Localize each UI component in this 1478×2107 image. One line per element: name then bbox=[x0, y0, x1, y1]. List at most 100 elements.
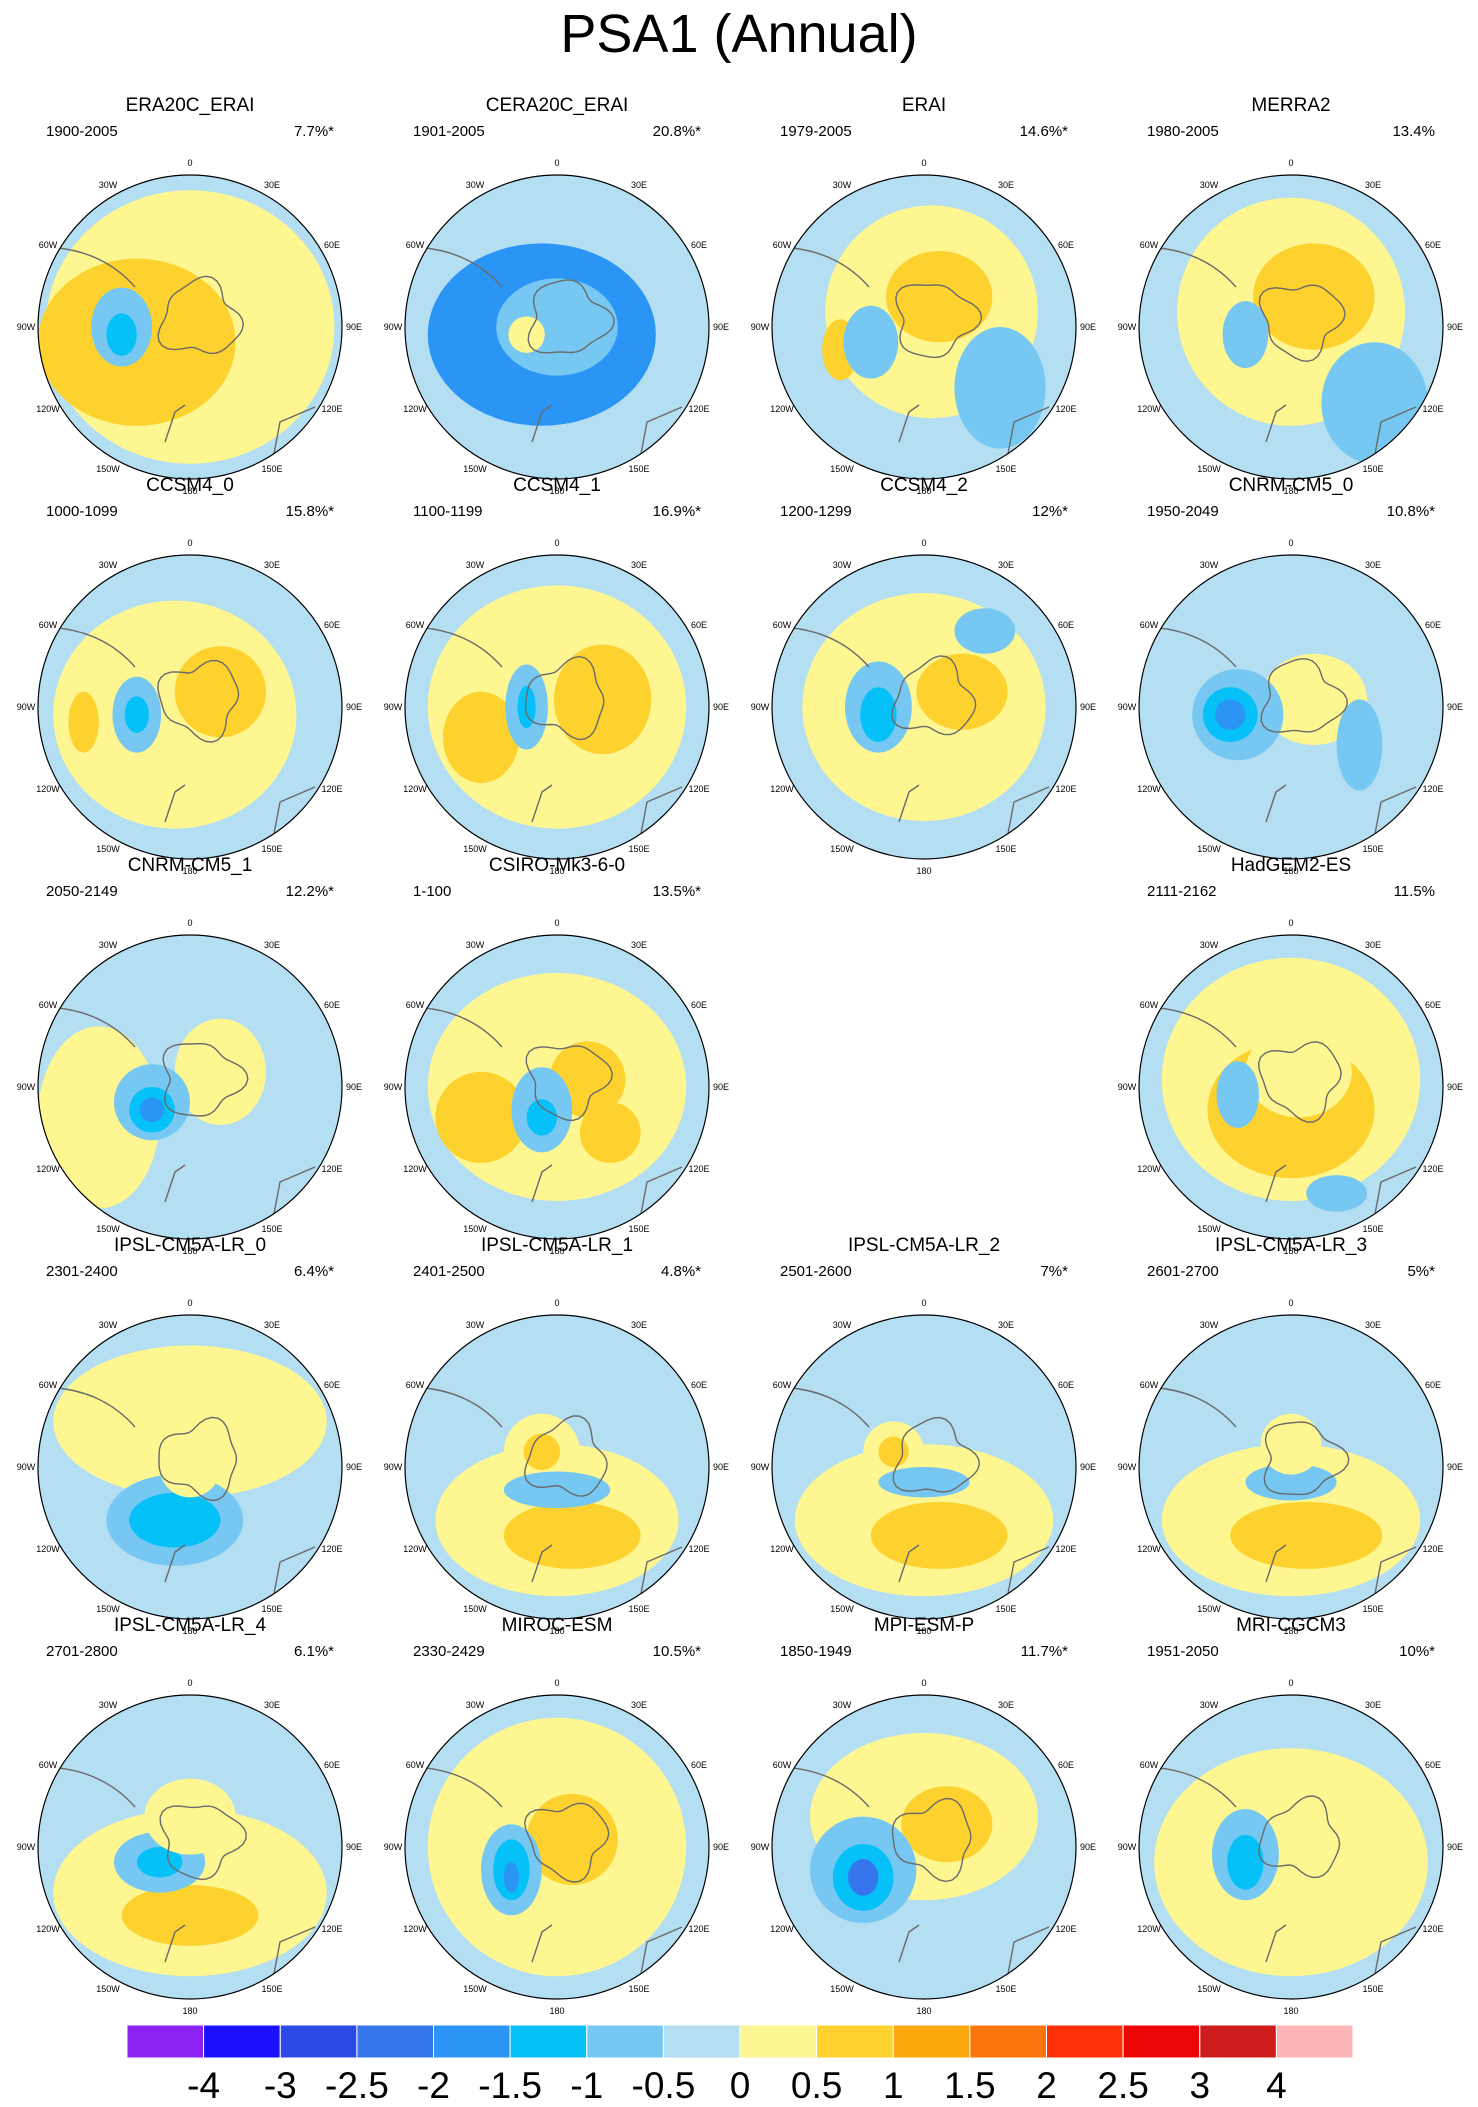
longitude-label: 180 bbox=[182, 1626, 197, 1636]
anomaly-contour bbox=[1260, 1413, 1322, 1475]
longitude-label: 120E bbox=[688, 404, 709, 414]
map-border bbox=[771, 554, 1077, 860]
longitude-label: 90E bbox=[346, 322, 362, 332]
longitude-label: 60W bbox=[773, 620, 792, 630]
longitude-label: 180 bbox=[1283, 486, 1298, 496]
longitude-label: 0 bbox=[554, 538, 559, 548]
longitude-label: 60W bbox=[1140, 620, 1159, 630]
map-border bbox=[771, 1314, 1077, 1620]
longitude-label: 150E bbox=[628, 1984, 649, 1994]
longitude-label: 90E bbox=[1080, 1842, 1096, 1852]
map-panel: CNRM-CM5_1 2050-2149 12.2%* 0 30E 60E 90E 120E 1… bbox=[17, 855, 362, 1256]
longitude-label: 0 bbox=[187, 918, 192, 928]
longitude-label: 60W bbox=[773, 1380, 792, 1390]
longitude-label: 150W bbox=[96, 844, 120, 854]
map-border bbox=[37, 1314, 343, 1620]
colorbar-swatch bbox=[509, 2024, 588, 2059]
longitude-label: 150W bbox=[1197, 844, 1221, 854]
longitude-label: 150E bbox=[995, 844, 1016, 854]
panel-title: HadGEM2-ES bbox=[1230, 855, 1352, 876]
longitude-label: 30W bbox=[1200, 560, 1219, 570]
longitude-label: 30W bbox=[466, 1700, 485, 1710]
map-border bbox=[37, 174, 343, 480]
panel-title: CCSM4_0 bbox=[146, 475, 234, 496]
coastline bbox=[1265, 1544, 1287, 1583]
longitude-label: 30E bbox=[998, 180, 1014, 190]
longitude-label: 0 bbox=[187, 538, 192, 548]
longitude-label: 60E bbox=[691, 1760, 707, 1770]
longitude-label: 60E bbox=[1058, 620, 1074, 630]
coastline bbox=[531, 404, 553, 443]
coastline bbox=[164, 1544, 186, 1583]
longitude-label: 0 bbox=[187, 1678, 192, 1688]
longitude-label: 90W bbox=[1118, 1462, 1137, 1472]
polar-map: 0 30E 60E 90E 120E 150E 180 150W 120W 90W 60W 30W bbox=[1118, 538, 1463, 876]
longitude-label: 150W bbox=[96, 1604, 120, 1614]
longitude-label: 90E bbox=[1447, 1842, 1463, 1852]
longitude-label: 60W bbox=[1140, 1760, 1159, 1770]
longitude-label: 60W bbox=[773, 240, 792, 250]
longitude-label: 120E bbox=[321, 1544, 342, 1554]
longitude-label: 120E bbox=[321, 784, 342, 794]
colorbar-swatch bbox=[816, 2024, 894, 2059]
longitude-label: 60W bbox=[39, 1760, 58, 1770]
longitude-label: 90E bbox=[1447, 1462, 1463, 1472]
polar-map: 0 30E 60E 90E 120E 150E 180 150W 120W 90W 60W 30W bbox=[17, 1298, 362, 1636]
colorbar-swatch bbox=[1275, 2024, 1354, 2059]
longitude-label: 30E bbox=[264, 940, 280, 950]
longitude-label: 30W bbox=[99, 180, 118, 190]
longitude-label: 0 bbox=[1288, 158, 1293, 168]
colorbar-label: -2 bbox=[417, 2065, 450, 2106]
colorbar-label: -3 bbox=[264, 2065, 297, 2106]
map-panel: MIROC-ESM 2330-2429 10.5%* 0 30E 60E 90E 120E 15… bbox=[384, 1615, 729, 2016]
longitude-label: 0 bbox=[187, 158, 192, 168]
longitude-label: 60W bbox=[406, 1000, 425, 1010]
longitude-label: 180 bbox=[549, 1246, 564, 1256]
polar-map: 0 30E 60E 90E 120E 150E 180 150W 120W 90W 60W 30W bbox=[384, 538, 729, 876]
longitude-label: 0 bbox=[554, 1298, 559, 1308]
panel-variance-percent: 12%* bbox=[1032, 503, 1068, 520]
longitude-label: 120E bbox=[1055, 404, 1076, 414]
colorbar-label: -4 bbox=[187, 2065, 220, 2106]
longitude-label: 180 bbox=[916, 866, 931, 876]
panel-variance-percent: 6.1%* bbox=[293, 1643, 334, 1660]
map-panel: CCSM4_2 1200-1299 12%* 0 30E 60E 90E 120E 150E 18… bbox=[751, 475, 1096, 876]
longitude-label: 120W bbox=[36, 784, 60, 794]
longitude-label: 60E bbox=[1425, 1000, 1441, 1010]
coastline bbox=[895, 284, 983, 359]
longitude-label: 150E bbox=[1362, 1224, 1383, 1234]
map-border bbox=[1138, 554, 1444, 860]
longitude-label: 60E bbox=[324, 1380, 340, 1390]
longitude-label: 180 bbox=[182, 1246, 197, 1256]
polar-map: 0 30E 60E 90E 120E 150E 180 150W 120W 90W 60W 30W bbox=[17, 158, 362, 496]
coastline bbox=[524, 655, 605, 741]
panel-title: MIROC-ESM bbox=[501, 1615, 613, 1636]
map-panel: CERA20C_ERAI 1901-2005 20.8%* 0 30E 60E 90E 120… bbox=[384, 95, 729, 496]
longitude-label: 30E bbox=[631, 1700, 647, 1710]
page-title: PSA1 (Annual) bbox=[560, 4, 918, 64]
anomaly-contour bbox=[1321, 342, 1428, 464]
longitude-label: 60E bbox=[691, 1380, 707, 1390]
map-border bbox=[1138, 1314, 1444, 1620]
anomaly-contour bbox=[526, 1099, 557, 1136]
longitude-label: 0 bbox=[554, 918, 559, 928]
anomaly-contour bbox=[159, 1436, 221, 1498]
longitude-label: 120E bbox=[688, 784, 709, 794]
longitude-label: 30W bbox=[833, 180, 852, 190]
longitude-label: 30E bbox=[998, 560, 1014, 570]
longitude-label: 120E bbox=[1422, 1924, 1443, 1934]
longitude-label: 150W bbox=[463, 1984, 487, 1994]
panel-variance-percent: 10.5%* bbox=[652, 1643, 701, 1660]
coastline bbox=[527, 279, 615, 354]
longitude-label: 60E bbox=[691, 1000, 707, 1010]
map-panel: CSIRO-Mk3-6-0 1-100 13.5%* 0 30E 60E 90E 120E 15… bbox=[384, 855, 729, 1256]
polar-map: 0 30E 60E 90E 120E 150E 180 150W 120W 90W 60W 30W bbox=[1118, 1298, 1463, 1636]
panel-title: ERA20C_ERAI bbox=[125, 95, 255, 116]
longitude-label: 90E bbox=[346, 702, 362, 712]
longitude-label: 150E bbox=[995, 1604, 1016, 1614]
panel-period: 1901-2005 bbox=[413, 123, 485, 140]
anomaly-contour bbox=[1306, 1175, 1367, 1212]
panel-title: IPSL-CM5A-LR_0 bbox=[113, 1235, 267, 1256]
anomaly-contour bbox=[174, 1018, 266, 1125]
panel-period: 2501-2600 bbox=[780, 1263, 852, 1280]
